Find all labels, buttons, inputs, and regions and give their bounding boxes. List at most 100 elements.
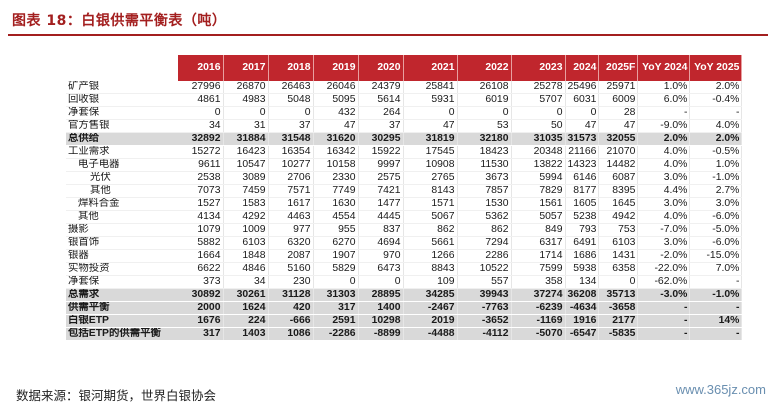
table-cell: 34 <box>223 275 269 289</box>
table-cell: 7421 <box>358 184 404 198</box>
row-label: 矿产银 <box>66 81 178 94</box>
table-cell: 557 <box>457 275 512 289</box>
table-cell: -7763 <box>457 301 512 315</box>
table-cell: 37 <box>358 119 404 133</box>
table-cell: 6019 <box>457 93 512 107</box>
table-row: 其他 7073 7459 7571 7749 7421 8143 7857 7829 8177 83… <box>66 184 743 198</box>
table-cell: 862 <box>403 223 458 237</box>
table-cell: 3.0% <box>637 171 691 185</box>
table-cell: 3.0% <box>637 236 691 250</box>
table-cell: 0 <box>358 275 404 289</box>
table-cell: -3.0% <box>637 288 691 302</box>
title-bar: 图表 18：白银供需平衡表（吨） <box>8 8 768 36</box>
table-cell: 1571 <box>403 197 458 211</box>
column-header: 2021 <box>403 55 458 81</box>
table-cell: 2.0% <box>689 81 743 94</box>
table-cell: - <box>637 327 691 341</box>
table-cell: 6622 <box>178 262 224 276</box>
table-cell: 25278 <box>511 81 566 94</box>
table-cell: 109 <box>403 275 458 289</box>
table-cell: 6317 <box>511 236 566 250</box>
table-cell: 1686 <box>565 249 600 263</box>
table-cell: -1.0% <box>689 171 743 185</box>
table-cell: 7857 <box>457 184 512 198</box>
table-cell: 5661 <box>403 236 458 250</box>
table-cell: 1403 <box>223 327 269 341</box>
table-cell: 16342 <box>313 145 359 159</box>
table-cell: 25496 <box>565 81 600 94</box>
table-row: 净套保 373 34 230 0 0 109 557 358 134 0 -62.0% - <box>66 275 743 289</box>
table-cell: 14323 <box>565 158 600 172</box>
table-cell: 26108 <box>457 81 512 94</box>
table-cell: - <box>689 275 743 289</box>
table-cell: 0 <box>598 275 639 289</box>
table-cell: 1266 <box>403 249 458 263</box>
table-cell: 10547 <box>223 158 269 172</box>
table-cell: 4.0% <box>637 145 691 159</box>
row-label: 其他 <box>66 184 178 198</box>
table-cell: 1527 <box>178 197 224 211</box>
table-cell: 31819 <box>403 132 458 146</box>
table-cell: 432 <box>313 106 359 120</box>
table-cell: -3652 <box>457 314 512 328</box>
table-cell: 1530 <box>457 197 512 211</box>
silver-supply-demand-table: 2016 2017 2018 2019 2020 2021 2022 2023 2024 2025… <box>66 55 743 341</box>
table-cell: 5048 <box>268 93 314 107</box>
table-cell: 0 <box>403 106 458 120</box>
table-cell: 10158 <box>313 158 359 172</box>
table-cell: 2177 <box>598 314 639 328</box>
table-cell: 31303 <box>313 288 359 302</box>
table-cell: 1664 <box>178 249 224 263</box>
table-cell: 6031 <box>565 93 600 107</box>
table-cell: 32055 <box>598 132 639 146</box>
table-cell: 317 <box>313 301 359 315</box>
table-row: 光伏 2538 3089 2706 2330 2575 2765 3673 5994 6146 60… <box>66 171 743 185</box>
table-cell: 6146 <box>565 171 600 185</box>
table-cell: 4.0% <box>637 210 691 224</box>
table-cell: 3.0% <box>637 197 691 211</box>
table-row: 包括ETP的供需平衡 317 1403 1086 -2286 -8899 -4488 -411… <box>66 327 743 341</box>
table-cell: 2019 <box>403 314 458 328</box>
table-cell: 4942 <box>598 210 639 224</box>
table-cell: 34285 <box>403 288 458 302</box>
table-cell: -15.0% <box>689 249 743 263</box>
row-label: 焊料合金 <box>66 197 178 211</box>
column-header: 2023 <box>511 55 566 81</box>
table-cell: 1605 <box>565 197 600 211</box>
table-cell: 8395 <box>598 184 639 198</box>
row-label: 总需求 <box>66 288 178 302</box>
table-cell: 7749 <box>313 184 359 198</box>
table-cell: -5835 <box>598 327 639 341</box>
table-cell: 2286 <box>457 249 512 263</box>
column-header: YoY 2025 <box>689 55 743 81</box>
table-row: 焊料合金 1527 1583 1617 1630 1477 1571 1530 1561 1605… <box>66 197 743 211</box>
table-cell: 13822 <box>511 158 566 172</box>
table-cell: 10522 <box>457 262 512 276</box>
table-cell: 2000 <box>178 301 224 315</box>
table-cell: 0 <box>268 106 314 120</box>
table-cell: -4112 <box>457 327 512 341</box>
table-cell: 2.7% <box>689 184 743 198</box>
column-header: 2019 <box>313 55 359 81</box>
row-label: 电子电器 <box>66 158 178 172</box>
table-row: 实物投资 6622 4846 5160 5829 6473 8843 10522 7599 593… <box>66 262 743 276</box>
table-cell: 4861 <box>178 93 224 107</box>
table-cell: 793 <box>565 223 600 237</box>
table-cell: 5931 <box>403 93 458 107</box>
row-label: 其他 <box>66 210 178 224</box>
table-cell: 4445 <box>358 210 404 224</box>
table-cell: 6491 <box>565 236 600 250</box>
table-cell: 1431 <box>598 249 639 263</box>
table-cell: 28 <box>598 106 639 120</box>
table-cell: 32180 <box>457 132 512 146</box>
table-cell: 47 <box>313 119 359 133</box>
table-cell: -1169 <box>511 314 566 328</box>
table-cell: -0.4% <box>689 93 743 107</box>
table-cell: 10298 <box>358 314 404 328</box>
table-cell: -6.0% <box>689 236 743 250</box>
table-cell: 15272 <box>178 145 224 159</box>
table-cell: 10908 <box>403 158 458 172</box>
table-cell: 26046 <box>313 81 359 94</box>
table-cell: 3673 <box>457 171 512 185</box>
table-cell: 31035 <box>511 132 566 146</box>
